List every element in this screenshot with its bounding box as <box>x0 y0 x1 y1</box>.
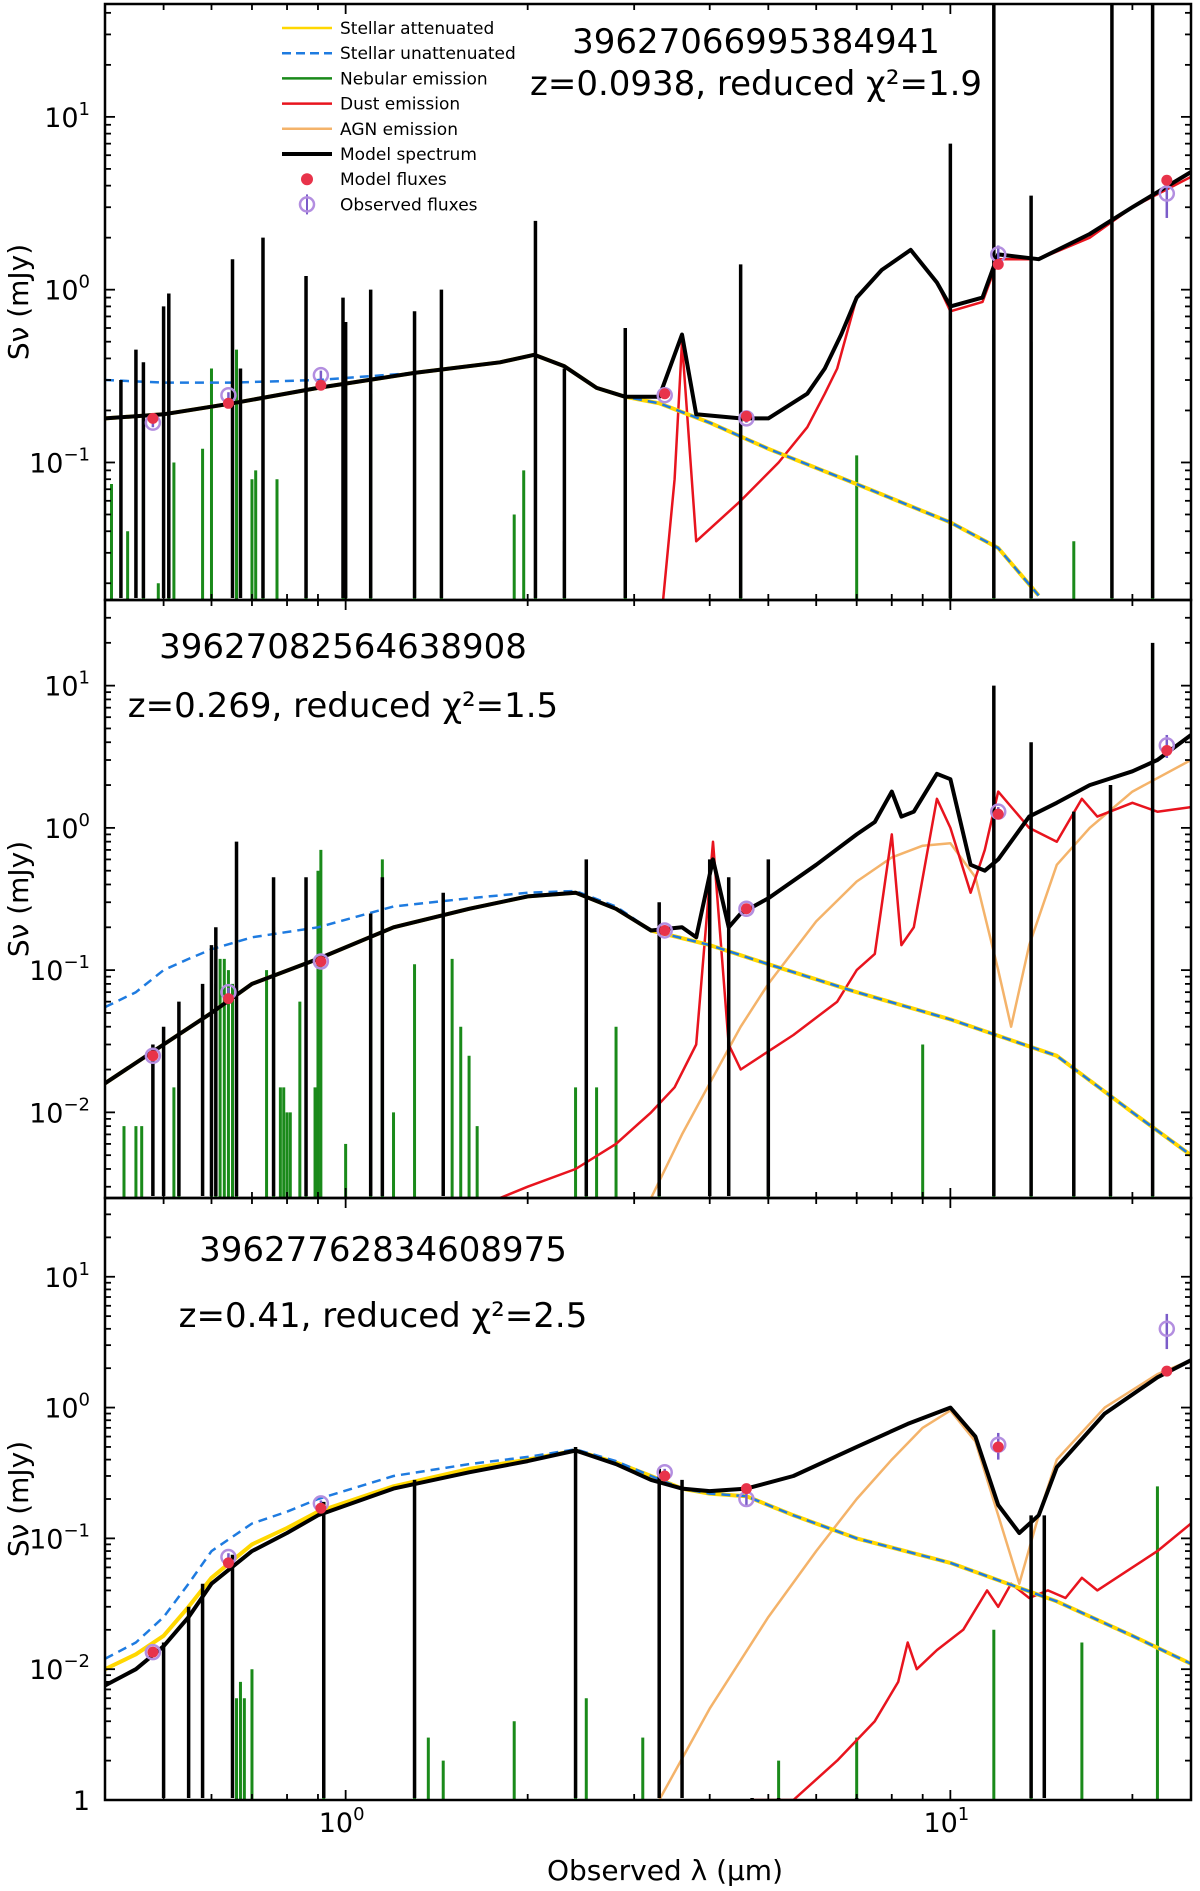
dust-emission-line <box>752 1522 1191 1800</box>
model-flux-marker <box>1161 174 1173 186</box>
y-tick-label: 1 <box>73 1786 90 1817</box>
observed-flux-marker <box>312 953 330 970</box>
panel-object-id: 39627082564638908 <box>159 627 527 667</box>
model-flux-marker <box>659 1470 671 1482</box>
legend-entry: Dust emission <box>282 95 460 115</box>
x-axis-label: Observed λ (μm) <box>547 1854 783 1887</box>
panel-2: 10−2 10−1 100 101 Sν (mJy) 39627082564638908 z… <box>2 598 1193 1200</box>
stellar-unattenuated-line <box>105 889 1191 1157</box>
y-tick-label: 101 <box>44 1259 90 1294</box>
model-flux-marker <box>992 258 1004 270</box>
y-tick-label: 10−1 <box>29 952 90 987</box>
y-tick-label: 101 <box>44 99 90 134</box>
model-flux-marker <box>222 397 234 409</box>
model-flux-marker <box>147 412 159 424</box>
legend-label: AGN emission <box>340 120 458 140</box>
y-tick-label: 101 <box>44 668 90 703</box>
legend-marker <box>301 173 313 186</box>
legend: Stellar attenuated Stellar unattenuated Ne… <box>282 19 516 215</box>
observed-flux-marker <box>738 900 755 918</box>
model-flux-marker <box>740 410 752 422</box>
y-tick-label: 10−2 <box>29 1651 90 1686</box>
legend-label: Nebular emission <box>340 69 488 89</box>
y-tick-label: 10−2 <box>29 1094 90 1129</box>
model-spectrum-line <box>105 1358 1191 1688</box>
model-flux-marker <box>659 388 671 400</box>
x-tick-label: 101 <box>923 1804 969 1839</box>
legend-entry: Stellar attenuated <box>282 19 494 39</box>
plot-area <box>105 1313 1191 1800</box>
legend-entry: Stellar unattenuated <box>282 44 516 64</box>
y-tick-label: 10−1 <box>29 1520 90 1555</box>
legend-label: Stellar attenuated <box>340 19 494 39</box>
model-flux-marker <box>222 993 234 1005</box>
legend-entry: Nebular emission <box>282 69 488 89</box>
model-flux-marker <box>740 903 752 915</box>
legend-label: Dust emission <box>340 95 460 115</box>
legend-label: Observed fluxes <box>340 195 478 215</box>
legend-label: Model spectrum <box>340 145 477 165</box>
observed-flux-marker <box>144 1643 162 1661</box>
panel-fit-info: z=0.0938, reduced χ²=1.9 <box>530 64 982 104</box>
y-tick-label: 100 <box>44 272 90 307</box>
stellar-unattenuated-line <box>105 353 1040 597</box>
observed-flux-marker <box>144 1047 162 1065</box>
legend-marker <box>298 196 316 213</box>
panel-object-id: 39627066995384941 <box>572 22 940 62</box>
stellar-attenuated-line <box>105 1448 1191 1672</box>
legend-entry: Observed fluxes <box>298 194 478 215</box>
y-tick-label: 100 <box>44 1390 90 1425</box>
model-flux-marker <box>1161 1365 1173 1377</box>
observed-flux-marker <box>1158 185 1176 202</box>
x-tick-label: 100 <box>319 1804 365 1839</box>
model-flux-marker <box>992 808 1004 820</box>
model-flux-marker <box>315 1502 327 1514</box>
stellar-unattenuated-line <box>105 1448 1191 1665</box>
panel-object-id: 39627762834608975 <box>199 1230 567 1270</box>
agn-emission-line <box>658 1359 1191 1800</box>
observed-flux-marker <box>656 922 673 939</box>
model-flux-marker <box>315 379 327 391</box>
legend-entry: Model spectrum <box>282 145 477 165</box>
stellar-attenuated-line <box>105 352 1041 597</box>
model-flux-marker <box>992 1441 1004 1453</box>
legend-label: Stellar unattenuated <box>340 44 516 64</box>
panel-fit-info: z=0.269, reduced χ²=1.5 <box>128 686 558 726</box>
model-flux-marker <box>740 1483 752 1495</box>
model-flux-marker <box>315 955 327 967</box>
y-tick-label: 10−1 <box>29 444 90 479</box>
legend-label: Model fluxes <box>340 170 447 190</box>
y-axis-label: Sν (mJy) <box>2 244 35 360</box>
model-flux-marker <box>659 924 671 936</box>
model-flux-marker <box>147 1646 159 1658</box>
dust-emission-line <box>499 790 1191 1198</box>
legend-entry: Model fluxes <box>301 170 447 190</box>
y-axis-label: Sν (mJy) <box>2 841 35 957</box>
plot-area <box>105 4 1191 600</box>
plot-frame <box>103 1196 1193 1802</box>
model-flux-marker <box>222 1557 234 1569</box>
model-flux-marker <box>147 1050 159 1062</box>
panel-1: 10−1 100 101 Sν (mJy) 39627066995384941z=0.0… <box>2 2 1193 602</box>
y-axis-label: Sν (mJy) <box>2 1441 35 1557</box>
agn-emission-line <box>649 758 1191 1198</box>
observed-flux-marker <box>1158 1320 1176 1338</box>
plot-area <box>105 642 1191 1198</box>
panel-3: 1 10−2 10−1 100 101 100 101 Sν (mJy) 39627762834… <box>2 1196 1193 1839</box>
legend-entry: AGN emission <box>282 120 458 140</box>
panel-fit-info: z=0.41, reduced χ²=2.5 <box>179 1296 588 1336</box>
panels-group: 10−1 100 101 Sν (mJy) 39627066995384941z=0.0… <box>2 2 1193 1839</box>
model-flux-marker <box>1161 744 1173 756</box>
model-spectrum-line <box>105 733 1191 1085</box>
y-tick-label: 100 <box>44 810 90 845</box>
model-spectrum-line <box>105 170 1191 421</box>
